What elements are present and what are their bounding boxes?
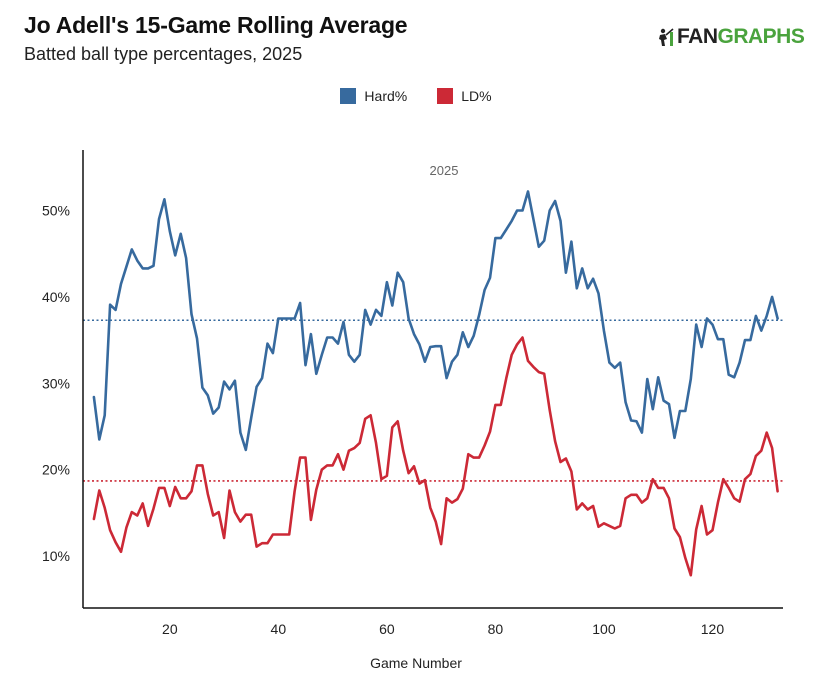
- x-tick-label: 20: [162, 621, 178, 637]
- chart-title: Jo Adell's 15-Game Rolling Average: [24, 12, 408, 38]
- x-axis-label: Game Number: [370, 655, 462, 671]
- chart-legend: Hard% LD%: [0, 88, 832, 104]
- y-tick-label: 40%: [42, 289, 70, 305]
- x-tick-label: 100: [592, 621, 616, 637]
- legend-label-ld: LD%: [461, 88, 492, 104]
- y-tick-label: 10%: [42, 548, 70, 564]
- legend-item-hard: Hard%: [340, 88, 407, 104]
- y-tick-label: 30%: [42, 375, 70, 391]
- legend-swatch-hard: [340, 88, 357, 104]
- fangraphs-player-icon: [655, 28, 677, 46]
- panel-label: 2025: [430, 163, 459, 178]
- y-tick-label: 50%: [42, 202, 70, 218]
- chart-subtitle: Batted ball type percentages, 2025: [24, 44, 303, 64]
- legend-label-hard: Hard%: [364, 88, 408, 104]
- fangraphs-logo: FANGRAPHS: [655, 24, 805, 50]
- legend-item-ld: LD%: [437, 88, 492, 104]
- y-tick-label: 20%: [42, 462, 70, 478]
- series-line-ld: [92, 336, 779, 577]
- x-tick-label: 40: [271, 621, 287, 637]
- x-tick-label: 80: [488, 621, 504, 637]
- legend-swatch-ld: [437, 88, 454, 104]
- x-tick-label: 120: [701, 621, 725, 637]
- logo-fan-text: FAN: [677, 25, 718, 48]
- series-line-hard: [92, 190, 779, 452]
- logo-graphs-text: GRAPHS: [717, 25, 805, 48]
- x-tick-label: 60: [379, 621, 395, 637]
